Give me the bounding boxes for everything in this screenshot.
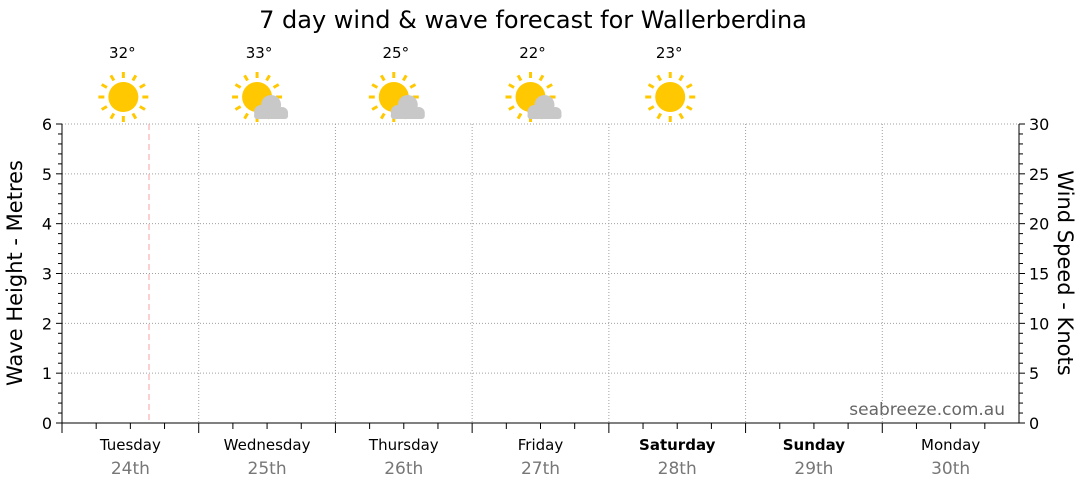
temperature-label: 33° bbox=[246, 44, 273, 62]
y-left-tick-label: 0 bbox=[42, 414, 52, 433]
y-left-tick-label: 4 bbox=[42, 215, 52, 234]
sun-ray bbox=[234, 105, 242, 111]
sun-ray bbox=[234, 83, 242, 89]
x-date-label: 25th bbox=[248, 459, 287, 479]
sun-ray bbox=[139, 83, 146, 89]
x-date-label: 27th bbox=[521, 459, 560, 479]
x-date-label: 30th bbox=[931, 459, 970, 479]
sun-ray bbox=[243, 74, 249, 82]
sun-ray bbox=[131, 74, 138, 82]
sun-ray bbox=[656, 112, 663, 120]
temperature-label: 23° bbox=[656, 44, 683, 62]
sun-ray bbox=[139, 105, 146, 111]
sun-ray bbox=[647, 83, 655, 89]
x-day-label: Friday bbox=[518, 436, 564, 454]
y-axis-left-label: Wave Height - Metres bbox=[3, 160, 27, 386]
sun-ray bbox=[685, 105, 693, 111]
sun-ray bbox=[243, 112, 249, 120]
sun-ray bbox=[685, 83, 693, 89]
y-left-tick-label: 5 bbox=[42, 165, 52, 184]
chart-title: 7 day wind & wave forecast for Wallerber… bbox=[259, 6, 807, 34]
sun-ray bbox=[371, 83, 379, 89]
y-right-tick-label: 10 bbox=[1029, 314, 1049, 333]
x-day-label: Saturday bbox=[639, 436, 716, 454]
sun-ray bbox=[647, 105, 655, 111]
y-right-tick-label: 5 bbox=[1029, 364, 1039, 383]
y-left-tick-label: 6 bbox=[42, 115, 52, 134]
y-left-tick-label: 3 bbox=[42, 265, 52, 284]
sun-ray bbox=[100, 105, 108, 111]
sun-ray bbox=[109, 74, 116, 82]
sun-ray bbox=[508, 105, 515, 111]
sun-ray bbox=[538, 74, 545, 82]
sun-ray bbox=[508, 83, 515, 89]
sun-ray bbox=[656, 74, 663, 82]
x-day-label: Sunday bbox=[783, 436, 846, 454]
sun-ray bbox=[100, 83, 108, 89]
sun-ray bbox=[379, 112, 386, 120]
x-date-label: 29th bbox=[794, 459, 833, 479]
x-date-label: 26th bbox=[384, 459, 423, 479]
y-right-tick-label: 30 bbox=[1029, 115, 1049, 134]
y-left-tick-label: 1 bbox=[42, 364, 52, 383]
sun-ray bbox=[265, 74, 271, 82]
temperature-label: 25° bbox=[382, 44, 409, 62]
sun-ray bbox=[131, 112, 138, 120]
watermark: seabreeze.com.au bbox=[849, 400, 1005, 420]
y-right-tick-label: 25 bbox=[1029, 165, 1049, 184]
sun-ray bbox=[379, 74, 386, 82]
sun-icon bbox=[655, 82, 686, 112]
x-date-label: 24th bbox=[111, 459, 150, 479]
sun-ray bbox=[401, 74, 408, 82]
sun-ray bbox=[516, 112, 523, 120]
cloud-icon bbox=[527, 112, 562, 119]
y-axis-right-label: Wind Speed - Knots bbox=[1053, 170, 1077, 375]
x-day-label: Monday bbox=[921, 436, 980, 454]
sun-ray bbox=[272, 83, 280, 89]
sun-ray bbox=[678, 74, 685, 82]
sun-ray bbox=[546, 83, 553, 89]
sun-ray bbox=[678, 112, 685, 120]
sun-icon bbox=[108, 82, 139, 112]
temperature-label: 32° bbox=[109, 44, 136, 62]
x-day-label: Tuesday bbox=[99, 436, 161, 454]
y-left-tick-label: 2 bbox=[42, 314, 52, 333]
cloud-icon bbox=[254, 112, 289, 119]
sun-ray bbox=[371, 105, 379, 111]
y-right-tick-label: 20 bbox=[1029, 215, 1049, 234]
sun-ray bbox=[109, 112, 116, 120]
cloud-icon bbox=[390, 112, 425, 119]
y-right-tick-label: 15 bbox=[1029, 265, 1049, 284]
sun-ray bbox=[516, 74, 523, 82]
x-day-label: Wednesday bbox=[224, 436, 311, 454]
x-date-label: 28th bbox=[658, 459, 697, 479]
y-right-tick-label: 0 bbox=[1029, 414, 1039, 433]
sun-ray bbox=[409, 83, 417, 89]
x-day-label: Thursday bbox=[368, 436, 439, 454]
temperature-label: 22° bbox=[519, 44, 546, 62]
